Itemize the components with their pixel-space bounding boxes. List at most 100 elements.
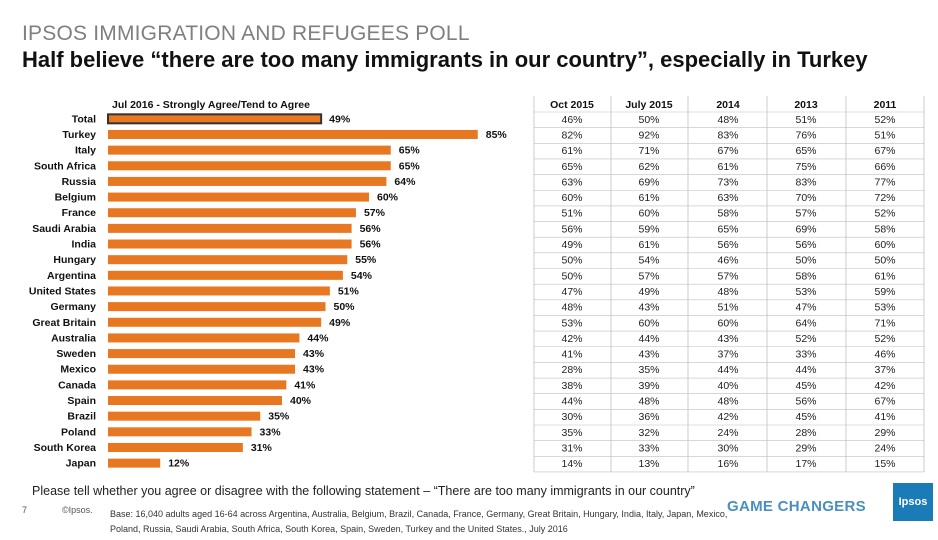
table-cell-great-britain-2013: 64%: [795, 317, 816, 329]
table-cell-poland-oct-2015: 35%: [561, 427, 582, 439]
table-cell-russia-oct-2015: 63%: [561, 176, 582, 188]
table-cell-germany-oct-2015: 48%: [561, 302, 582, 314]
table-cell-belgium-july-2015: 61%: [638, 192, 659, 204]
base-note: Base: 16,040 adults aged 16-64 across Ar…: [110, 509, 728, 534]
table-cell-germany-2013: 47%: [795, 302, 816, 314]
table-cell-mexico-july-2015: 35%: [638, 364, 659, 376]
bar-united-states: [108, 286, 330, 296]
table-cell-turkey-2014: 83%: [717, 129, 738, 141]
bar-value-label-argentina: 54%: [351, 270, 373, 282]
table-header-2014: 2014: [716, 99, 740, 111]
table-cell-south-africa-july-2015: 62%: [638, 161, 659, 173]
table-cell-brazil-2013: 45%: [795, 411, 816, 423]
table-cell-great-britain-oct-2015: 53%: [561, 317, 582, 329]
table-cell-total-2013: 51%: [795, 114, 816, 126]
bar-france: [108, 208, 356, 218]
table-cell-south-korea-july-2015: 33%: [638, 442, 659, 454]
table-cell-australia-2011: 52%: [874, 333, 895, 345]
bar-value-label-australia: 44%: [307, 332, 329, 344]
category-label-spain: Spain: [67, 395, 96, 407]
table-cell-great-britain-july-2015: 60%: [638, 317, 659, 329]
table-cell-australia-july-2015: 44%: [638, 333, 659, 345]
bar-value-label-germany: 50%: [334, 301, 356, 313]
table-cell-india-july-2015: 61%: [638, 239, 659, 251]
table-cell-japan-july-2015: 13%: [638, 458, 659, 470]
bar-hungary: [108, 255, 348, 265]
table-cell-saudi-arabia-2014: 65%: [717, 223, 738, 235]
bar-argentina: [108, 270, 343, 280]
bar-value-label-india: 56%: [360, 239, 382, 251]
table-cell-great-britain-2011: 71%: [874, 317, 895, 329]
table-cell-brazil-oct-2015: 30%: [561, 411, 582, 423]
table-cell-france-2011: 52%: [874, 208, 895, 220]
bar-south-africa: [108, 161, 391, 171]
bar-value-label-poland: 33%: [260, 426, 282, 438]
category-label-saudi-arabia: Saudi Arabia: [32, 223, 96, 235]
ipsos-logo: Ipsos: [893, 483, 933, 521]
table-cell-saudi-arabia-july-2015: 59%: [638, 223, 659, 235]
table-cell-sweden-oct-2015: 41%: [561, 349, 582, 361]
table-cell-south-korea-2011: 24%: [874, 442, 895, 454]
table-cell-poland-2011: 29%: [874, 427, 895, 439]
table-cell-france-2014: 58%: [717, 208, 738, 220]
category-label-turkey: Turkey: [62, 129, 96, 141]
table-cell-argentina-oct-2015: 50%: [561, 270, 582, 282]
table-cell-canada-oct-2015: 38%: [561, 380, 582, 392]
category-label-france: France: [62, 207, 97, 219]
bar-chart: Jul 2016 - Strongly Agree/Tend to Agree O…: [29, 96, 925, 473]
table-cell-sweden-2011: 46%: [874, 349, 895, 361]
table-cell-canada-2011: 42%: [874, 380, 895, 392]
table-cell-hungary-2014: 46%: [717, 255, 738, 267]
category-label-russia: Russia: [62, 176, 97, 188]
bar-india: [108, 239, 352, 249]
bar-south-korea: [108, 442, 243, 452]
bar-value-label-total: 49%: [329, 113, 351, 125]
bar-canada: [108, 380, 287, 390]
chart-title: Jul 2016 - Strongly Agree/Tend to Agree: [112, 99, 310, 111]
bar-germany: [108, 302, 326, 312]
table-cell-india-2014: 56%: [717, 239, 738, 251]
bar-spain: [108, 396, 282, 406]
table-cell-canada-july-2015: 39%: [638, 380, 659, 392]
table-cell-france-2013: 57%: [795, 208, 816, 220]
category-label-belgium: Belgium: [55, 192, 96, 204]
poll-kicker: IPSOS IMMIGRATION AND REFUGEES POLL: [22, 22, 470, 45]
category-label-brazil: Brazil: [67, 411, 96, 423]
bar-russia: [108, 176, 387, 186]
table-cell-mexico-2014: 44%: [717, 364, 738, 376]
table-cell-south-africa-2013: 75%: [795, 161, 816, 173]
category-label-germany: Germany: [50, 301, 96, 313]
table-cell-italy-2014: 67%: [717, 145, 738, 157]
table-cell-argentina-2013: 58%: [795, 270, 816, 282]
table-cell-india-oct-2015: 49%: [561, 239, 582, 251]
table-cell-france-july-2015: 60%: [638, 208, 659, 220]
category-label-australia: Australia: [51, 332, 96, 344]
table-cell-united-states-july-2015: 49%: [638, 286, 659, 298]
bar-value-label-brazil: 35%: [268, 411, 290, 423]
table-cell-australia-oct-2015: 42%: [561, 333, 582, 345]
table-cell-belgium-2013: 70%: [795, 192, 816, 204]
table-cell-australia-2013: 52%: [795, 333, 816, 345]
table-cell-turkey-2011: 51%: [874, 129, 895, 141]
category-label-sweden: Sweden: [56, 348, 96, 360]
table-cell-south-korea-2014: 30%: [717, 442, 738, 454]
bar-value-label-south-korea: 31%: [251, 442, 273, 454]
bar-turkey: [108, 129, 478, 139]
table-cell-brazil-july-2015: 36%: [638, 411, 659, 423]
page-title: Half believe “there are too many immigra…: [22, 47, 868, 72]
category-label-india: India: [71, 239, 96, 251]
table-cell-germany-2011: 53%: [874, 302, 895, 314]
bar-great-britain: [108, 317, 322, 327]
table-cell-mexico-oct-2015: 28%: [561, 364, 582, 376]
table-cell-france-oct-2015: 51%: [561, 208, 582, 220]
bar-value-label-italy: 65%: [399, 145, 421, 157]
table-cell-belgium-oct-2015: 60%: [561, 192, 582, 204]
table-cell-argentina-2014: 57%: [717, 270, 738, 282]
bar-value-label-belgium: 60%: [377, 192, 399, 204]
bar-saudi-arabia: [108, 223, 352, 233]
bar-australia: [108, 333, 300, 343]
table-cell-italy-july-2015: 71%: [638, 145, 659, 157]
bar-value-label-great-britain: 49%: [329, 317, 351, 329]
bar-italy: [108, 145, 391, 155]
table-cell-spain-2013: 56%: [795, 396, 816, 408]
